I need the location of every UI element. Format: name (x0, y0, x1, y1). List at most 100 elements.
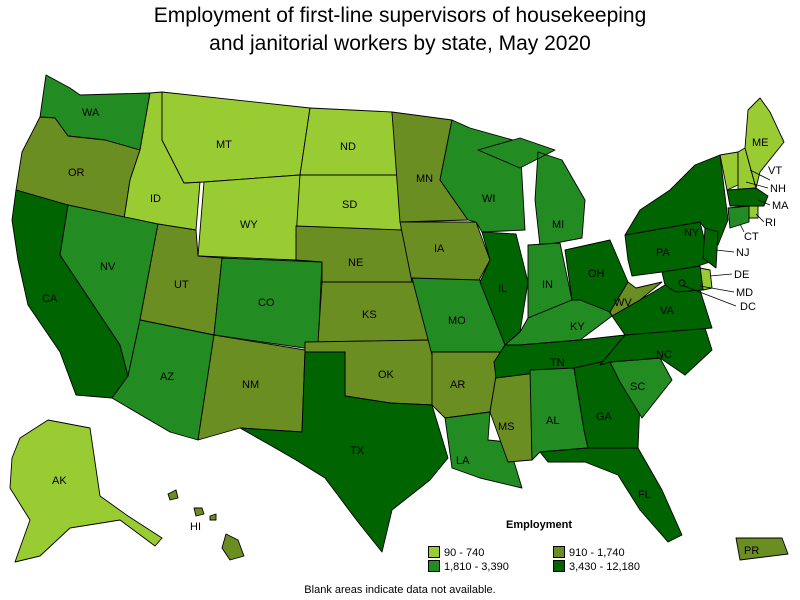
state-label-nv: NV (100, 261, 116, 273)
state-label-ca: CA (42, 293, 58, 305)
state-label-nj: NJ (736, 247, 749, 259)
legend-label: 910 - 1,740 (569, 547, 625, 559)
state-label-nc: NC (656, 349, 672, 361)
state-label-ia: IA (434, 243, 445, 255)
state-ct[interactable] (727, 205, 750, 229)
state-ak[interactable] (9, 419, 163, 563)
state-me[interactable] (744, 97, 785, 189)
state-label-dc: DC (740, 301, 756, 313)
state-label-la: LA (456, 455, 470, 467)
leader-line (757, 199, 771, 206)
state-label-ak: AK (52, 475, 67, 487)
state-wy[interactable] (197, 174, 301, 261)
legend-swatch (553, 560, 565, 572)
leader-line (683, 285, 737, 307)
state-md[interactable] (661, 265, 704, 293)
leader-line (715, 249, 735, 253)
state-label-pr: PR (744, 545, 759, 557)
state-dc[interactable] (678, 279, 686, 287)
state-label-wa: WA (82, 107, 100, 119)
state-fl[interactable] (539, 447, 683, 543)
state-label-sc: SC (630, 381, 645, 393)
state-label-ny: NY (684, 227, 700, 239)
state-ri[interactable] (748, 205, 759, 219)
state-label-ga: GA (596, 411, 613, 423)
state-label-il: IL (498, 283, 507, 295)
state-label-ok: OK (378, 369, 395, 381)
state-tx[interactable] (239, 351, 449, 553)
legend-swatch (428, 560, 440, 572)
state-wv[interactable] (609, 281, 663, 317)
state-la[interactable] (444, 411, 523, 489)
title-line-1: Employment of first-line supervisors of … (153, 4, 647, 27)
title-line-2: and janitorial workers by state, May 202… (209, 32, 591, 55)
state-label-wy: WY (240, 219, 258, 231)
state-label-ms: MS (498, 421, 515, 433)
legend-label: 3,430 - 12,180 (569, 561, 640, 573)
state-label-de: DE (734, 269, 749, 281)
state-label-mo: MO (448, 315, 466, 327)
map-title: Employment of first-line supervisors of … (0, 2, 800, 58)
state-ma[interactable] (726, 187, 769, 207)
legend-item-b4: 3,430 - 12,180 (553, 560, 640, 573)
state-label-wv: WV (614, 297, 632, 309)
legend-item-b3: 1,810 - 3,390 (428, 560, 509, 573)
state-ny[interactable] (624, 154, 729, 246)
state-label-tx: TX (350, 445, 365, 457)
state-label-ma: MA (772, 200, 789, 212)
state-label-oh: OH (588, 268, 605, 280)
state-label-pa: PA (656, 247, 671, 259)
leader-line (755, 213, 765, 223)
state-label-ut: UT (174, 279, 189, 291)
state-label-ct: CT (744, 231, 759, 243)
leader-line (739, 223, 745, 233)
state-label-tn: TN (550, 357, 565, 369)
state-label-in: IN (542, 279, 553, 291)
state-label-co: CO (258, 297, 275, 309)
state-label-md: MD (736, 287, 753, 299)
legend-label: 90 - 740 (444, 547, 485, 559)
state-label-nh: NH (770, 183, 786, 195)
legend-item-b2: 910 - 1,740 (553, 546, 625, 559)
state-label-or: OR (68, 167, 85, 179)
state-label-hi: HI (190, 521, 201, 533)
leader-line (699, 285, 735, 293)
state-label-ky: KY (570, 321, 585, 333)
map-legend: Employment 90 - 740 910 - 1,740 1,810 - … (428, 519, 668, 579)
legend-title: Employment (506, 519, 573, 531)
legend-label: 1,810 - 3,390 (444, 561, 509, 573)
state-label-vt: VT (768, 165, 782, 177)
state-label-nd: ND (340, 141, 356, 153)
state-label-az: AZ (160, 371, 174, 383)
state-label-mi: MI (552, 219, 564, 231)
state-label-ks: KS (362, 309, 377, 321)
state-hi[interactable] (167, 489, 245, 561)
legend-item-b1: 90 - 740 (428, 546, 484, 559)
state-ar[interactable] (431, 351, 501, 419)
legend-swatch (428, 546, 440, 558)
state-label-nm: NM (242, 379, 259, 391)
state-label-me: ME (752, 137, 769, 149)
state-label-ne: NE (348, 257, 363, 269)
legend-swatch (553, 546, 565, 558)
state-label-al: AL (546, 415, 559, 427)
state-label-va: VA (660, 305, 675, 317)
footnote: Blank areas indicate data not available. (304, 584, 496, 596)
state-tn[interactable] (493, 334, 626, 379)
state-mi[interactable] (477, 137, 586, 247)
state-label-wi: WI (482, 193, 495, 205)
state-ia[interactable] (399, 221, 491, 283)
state-pr[interactable] (735, 537, 789, 561)
state-label-id: ID (150, 193, 161, 205)
state-label-mn: MN (416, 173, 433, 185)
leader-line (709, 273, 733, 277)
state-mt[interactable] (161, 91, 311, 184)
state-label-ri: RI (765, 217, 776, 229)
state-label-ar: AR (450, 379, 465, 391)
state-label-sd: SD (342, 199, 357, 211)
state-label-fl: FL (638, 489, 651, 501)
leader-line (749, 169, 771, 181)
leader-line (745, 181, 769, 189)
state-label-mt: MT (216, 139, 232, 151)
state-nj[interactable] (702, 227, 719, 269)
